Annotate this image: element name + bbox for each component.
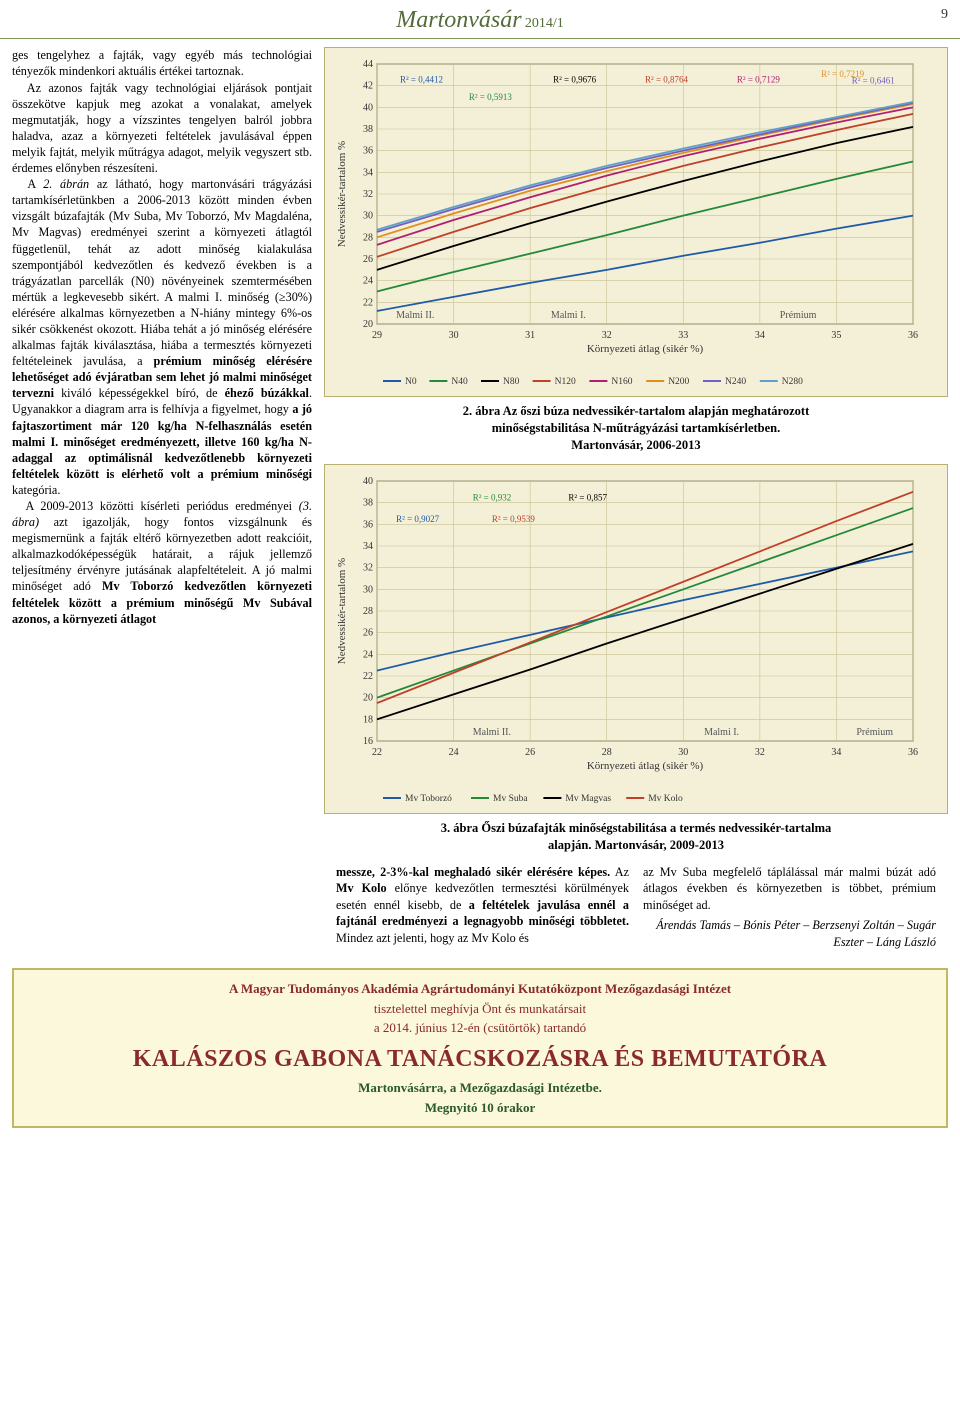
svg-text:28: 28 [363,606,373,617]
svg-text:18: 18 [363,714,373,725]
svg-text:35: 35 [831,330,841,341]
svg-text:R² = 0,9539: R² = 0,9539 [492,514,536,524]
svg-text:30: 30 [363,584,373,595]
svg-text:N200: N200 [668,377,689,387]
svg-text:34: 34 [755,330,765,341]
svg-text:R² = 0,9027: R² = 0,9027 [396,514,440,524]
svg-text:R² = 0,6461: R² = 0,6461 [852,76,895,86]
chart-2-box: 16 18 20 22 24 26 28 30 32 34 36 38 40 22 24 26 28 30 32 34… [324,464,948,814]
svg-text:N0: N0 [405,377,417,387]
svg-text:N40: N40 [451,377,468,387]
svg-text:38: 38 [363,124,373,135]
svg-text:R² = 0,5913: R² = 0,5913 [469,92,513,102]
svg-text:N80: N80 [503,377,520,387]
svg-text:40: 40 [363,103,373,114]
bottom-col-1: messze, 2-3%-kal meghaladó sikér elérésé… [336,864,629,950]
svg-text:Környezeti átlag (sikér %): Környezeti átlag (sikér %) [587,760,704,772]
svg-text:20: 20 [363,319,373,330]
svg-text:28: 28 [363,233,373,244]
svg-text:32: 32 [363,563,373,574]
svg-text:44: 44 [363,59,373,70]
svg-text:Mv Kolo: Mv Kolo [648,794,683,804]
announce-title: KALÁSZOS GABONA TANÁCSKOZÁSRA ÉS BEMUTAT… [26,1043,934,1075]
svg-text:34: 34 [831,747,841,758]
svg-text:34: 34 [363,168,373,179]
chart-2-caption: 3. ábra Őszi búzafajták minőségstabilitá… [324,820,948,854]
svg-text:Malmi II.: Malmi II. [473,727,511,738]
svg-text:36: 36 [908,330,918,341]
svg-text:R² = 0,9676: R² = 0,9676 [553,75,597,85]
svg-text:Malmi I.: Malmi I. [704,727,739,738]
svg-text:Malmi I.: Malmi I. [551,310,586,321]
svg-text:26: 26 [363,254,373,265]
svg-text:38: 38 [363,498,373,509]
svg-text:Mv Toborzó: Mv Toborzó [405,794,452,804]
chart-1-box: 20 22 24 26 28 30 32 34 36 38 40 42 44 29 30 31 32 33 34 35… [324,47,948,397]
svg-text:Prémium: Prémium [856,727,893,738]
chart-1-caption: 2. ábra Az őszi búza nedvessikér-tartalo… [324,403,948,454]
svg-text:28: 28 [602,747,612,758]
svg-text:31: 31 [525,330,535,341]
announce-line2: tisztelettel meghívja Önt és munkatársai… [26,1000,934,1018]
svg-text:36: 36 [363,519,373,530]
svg-text:36: 36 [908,747,918,758]
authors: Árendás Tamás – Bónis Péter – Berzsenyi … [643,917,936,950]
svg-text:24: 24 [363,649,373,660]
svg-text:36: 36 [363,146,373,157]
announce-line1: A Magyar Tudományos Akadémia Agrártudomá… [26,980,934,998]
svg-text:26: 26 [363,628,373,639]
svg-text:30: 30 [363,211,373,222]
svg-text:32: 32 [363,189,373,200]
svg-text:22: 22 [363,298,373,309]
svg-text:R² = 0,932: R² = 0,932 [473,493,512,503]
svg-text:16: 16 [363,736,373,747]
page-header: Martonvásár 2014/1 9 [0,0,960,39]
announce-line5: Megnyitó 10 órakor [26,1099,934,1117]
svg-text:22: 22 [363,671,373,682]
svg-text:30: 30 [678,747,688,758]
svg-text:N280: N280 [782,377,803,387]
svg-text:34: 34 [363,541,373,552]
svg-text:32: 32 [602,330,612,341]
chart-2-svg: 16 18 20 22 24 26 28 30 32 34 36 38 40 22 24 26 28 30 32 34… [331,471,931,809]
svg-text:Prémium: Prémium [780,310,817,321]
svg-text:26: 26 [525,747,535,758]
svg-text:33: 33 [678,330,688,341]
svg-text:Mv Magvas: Mv Magvas [565,794,611,804]
chart-1-svg: 20 22 24 26 28 30 32 34 36 38 40 42 44 29 30 31 32 33 34 35… [331,54,931,392]
svg-text:N120: N120 [555,377,576,387]
svg-text:24: 24 [363,276,373,287]
svg-text:22: 22 [372,747,382,758]
svg-text:29: 29 [372,330,382,341]
svg-text:Mv Suba: Mv Suba [493,794,528,804]
svg-text:Malmi II.: Malmi II. [396,310,434,321]
announce-line4: Martonvásárra, a Mezőgazdasági Intézetbe… [26,1079,934,1097]
svg-text:20: 20 [363,693,373,704]
svg-text:Környezeti átlag (sikér %): Környezeti átlag (sikér %) [587,343,704,355]
svg-text:R² = 0,4412: R² = 0,4412 [400,75,443,85]
svg-text:30: 30 [449,330,459,341]
body-text-column: ges tengelyhez a fajták, vagy egyéb más … [12,47,312,956]
svg-text:Nedvessikér-tartalom %: Nedvessikér-tartalom % [336,141,348,247]
issue: 2014/1 [525,16,564,31]
figure-column: 20 22 24 26 28 30 32 34 36 38 40 42 44 29 30 31 32 33 34 35… [324,47,948,956]
bottom-col-2: az Mv Suba megfelelő táplálással már mal… [643,864,936,950]
page-number: 9 [941,6,948,25]
announce-line3: a 2014. június 12-én (csütörtök) tartand… [26,1019,934,1037]
svg-text:N160: N160 [611,377,632,387]
svg-text:24: 24 [449,747,459,758]
svg-text:R² = 0,8764: R² = 0,8764 [645,75,689,85]
body-paragraphs: ges tengelyhez a fajták, vagy egyéb más … [12,47,312,626]
brand: Martonvásár [396,7,521,33]
svg-text:42: 42 [363,81,373,92]
svg-text:N240: N240 [725,377,746,387]
svg-text:R² = 0,857: R² = 0,857 [568,493,607,503]
bottom-two-col: messze, 2-3%-kal meghaladó sikér elérésé… [324,864,948,956]
svg-text:Nedvessikér-tartalom %: Nedvessikér-tartalom % [336,558,348,664]
svg-text:R² = 0,7129: R² = 0,7129 [737,75,781,85]
svg-text:40: 40 [363,476,373,487]
svg-text:32: 32 [755,747,765,758]
announcement-box: A Magyar Tudományos Akadémia Agrártudomá… [12,968,948,1128]
